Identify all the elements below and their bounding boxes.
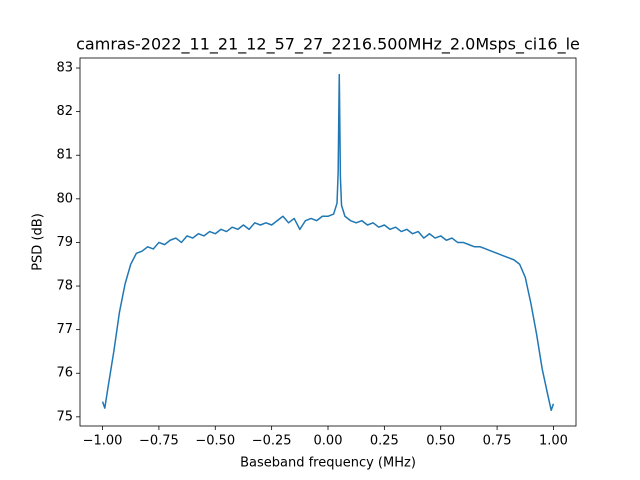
x-axis-label: Baseband frequency (MHz) bbox=[240, 456, 416, 471]
psd-line bbox=[101, 73, 555, 412]
x-tick-label: −0.25 bbox=[252, 434, 292, 449]
y-tick-label: 77 bbox=[56, 322, 73, 337]
x-tick-label: 0.75 bbox=[483, 434, 512, 449]
y-tick-label: 81 bbox=[56, 148, 73, 163]
x-tick-label: −0.75 bbox=[139, 434, 179, 449]
y-tick-label: 82 bbox=[56, 104, 73, 119]
y-tick-label: 79 bbox=[56, 235, 73, 250]
y-tick-label: 80 bbox=[56, 191, 73, 206]
x-tick-label: 0.00 bbox=[314, 434, 343, 449]
x-tick-label: 0.50 bbox=[426, 434, 455, 449]
plot-frame bbox=[79, 57, 577, 427]
y-axis-label: PSD (dB) bbox=[31, 213, 46, 271]
x-tick-label: −1.00 bbox=[83, 434, 123, 449]
chart-title: camras-2022_11_21_12_57_27_2216.500MHz_2… bbox=[76, 35, 580, 55]
y-tick-label: 75 bbox=[56, 409, 73, 424]
y-tick-label: 83 bbox=[56, 61, 73, 76]
x-tick-label: −0.50 bbox=[195, 434, 235, 449]
x-tick-label: 0.25 bbox=[370, 434, 399, 449]
y-tick-label: 78 bbox=[56, 279, 73, 294]
x-tick-label: 1.00 bbox=[539, 434, 568, 449]
y-tick-label: 76 bbox=[56, 366, 73, 381]
